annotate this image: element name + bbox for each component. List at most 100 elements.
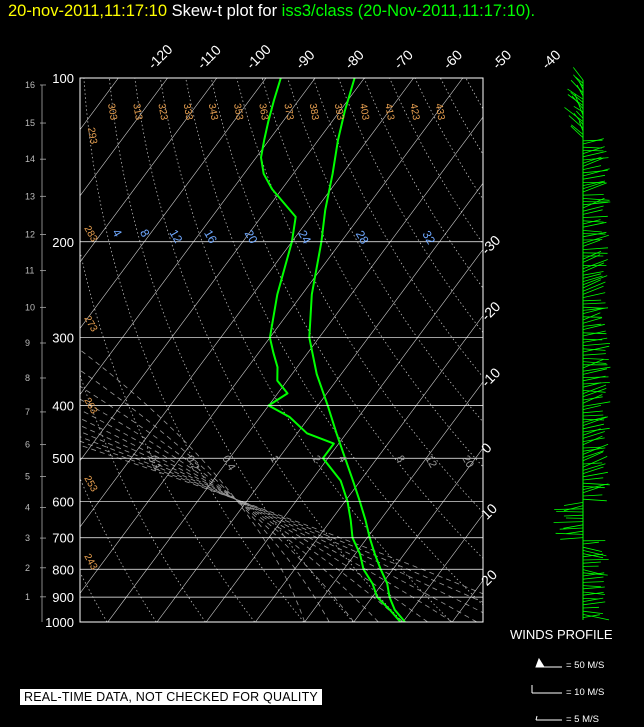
- dry-adiabat-label: 423: [407, 103, 421, 122]
- wind-barb: [582, 358, 604, 369]
- wind-barb: [582, 139, 603, 142]
- wind-barb: [582, 353, 606, 356]
- wind-barb: [563, 524, 584, 529]
- dry-adiabat: [134, 78, 403, 622]
- wind-barb: [571, 95, 584, 110]
- wind-barb: [582, 146, 602, 149]
- wind-barb: [582, 316, 602, 318]
- height-label-15: 15: [25, 118, 35, 128]
- isotherm: [156, 182, 483, 622]
- dry-adiabat: [80, 249, 256, 622]
- wind-barb: [582, 466, 604, 474]
- wind-barb: [582, 252, 608, 254]
- wind-barb: [582, 146, 605, 154]
- wind-barb: [564, 107, 584, 122]
- wind-barb: [582, 273, 602, 279]
- height-label-2: 2: [25, 563, 30, 573]
- dry-adiabat: [80, 477, 157, 622]
- wind-barb: [582, 462, 603, 465]
- wind-barb: [582, 275, 608, 286]
- wind-barb: [582, 416, 608, 426]
- wind-barb: [576, 110, 584, 119]
- wind-barb: [582, 247, 609, 250]
- wind-barb: [582, 215, 608, 218]
- wind-barb: [582, 375, 606, 382]
- wind-key-50: = 50 M/S: [566, 660, 605, 671]
- wind-barb: [582, 230, 602, 233]
- wind-barb: [582, 401, 611, 407]
- dry-adiabat-label: 413: [382, 103, 396, 122]
- wind-barb: [572, 67, 584, 81]
- wind-barb: [578, 121, 584, 132]
- isotherm: [80, 78, 414, 528]
- wind-barb: [582, 601, 606, 606]
- plot-frame: [79, 77, 484, 623]
- plot-title: 20-nov-2011,11:17:10 Skew-t plot for iss…: [8, 2, 535, 21]
- wind-barb: [582, 156, 602, 164]
- pressure-label-400: 400: [52, 399, 74, 414]
- wind-key-5: = 5 M/S: [566, 714, 599, 725]
- wind-barb: [559, 527, 584, 530]
- title-text: Skew-t plot for: [171, 2, 278, 20]
- wind-barb: [582, 606, 600, 609]
- mixing-ratio-label: 24: [295, 228, 314, 247]
- title-platform: iss3/class: [281, 2, 354, 20]
- wind-barb: [582, 239, 601, 247]
- quality-disclaimer: REAL-TIME DATA, NOT CHECKED FOR QUALITY: [20, 689, 322, 705]
- wind-barb: [566, 530, 584, 534]
- height-label-14: 14: [25, 154, 35, 164]
- height-label-9: 9: [25, 338, 30, 348]
- wind-barb: [582, 194, 604, 196]
- wind-barb: [582, 586, 605, 590]
- wind-barb: [582, 323, 602, 327]
- wind-barb: [582, 317, 603, 324]
- height-label-1: 1: [25, 592, 30, 602]
- wind-barb: [582, 306, 605, 309]
- wind-barb: [582, 138, 604, 145]
- wind-barb: [582, 550, 607, 557]
- pressure-label-900: 900: [52, 590, 74, 605]
- wind-barb: [576, 84, 584, 97]
- wind-barb: [554, 508, 584, 510]
- wind-barb: [582, 494, 603, 497]
- wind-barb: [582, 330, 606, 337]
- isotherm: [80, 78, 168, 197]
- wind-barb: [582, 446, 602, 449]
- isotherm: [205, 248, 483, 622]
- moist-adiabat: [80, 417, 428, 622]
- mixing-ratio-label: 2: [309, 454, 322, 465]
- wind-barb: [582, 414, 604, 417]
- dry-adiabat-label: 363: [256, 103, 270, 122]
- isotherm: [80, 78, 365, 462]
- wind-barb: [582, 614, 600, 618]
- wind-barb: [582, 382, 610, 385]
- wind-barb: [560, 537, 584, 540]
- height-label-7: 7: [25, 407, 30, 417]
- wind-barb: [582, 410, 603, 414]
- wind-barb: [582, 451, 604, 462]
- dry-adiabat: [210, 78, 483, 560]
- isotherm: [80, 78, 464, 594]
- series-dewpoint: [260, 78, 402, 622]
- wind-barb: [582, 581, 604, 583]
- wind-barb: [582, 279, 601, 289]
- height-label-16: 16: [25, 80, 35, 90]
- wind-barb: [582, 591, 605, 595]
- wind-barb: [570, 79, 584, 94]
- wind-barb: [582, 180, 606, 186]
- mixing-ratio-label: 28: [353, 228, 372, 247]
- dry-adiabat-label: 383: [307, 103, 321, 122]
- isotherm: [80, 78, 218, 263]
- height-label-3: 3: [25, 533, 30, 543]
- wind-barb: [582, 285, 604, 295]
- wind-barb: [582, 388, 607, 398]
- wind-key-10: = 10 M/S: [566, 687, 605, 698]
- wind-barb: [570, 91, 584, 103]
- mixing-ratio-label: 8: [393, 454, 406, 465]
- dry-adiabat-label: 293: [85, 127, 99, 146]
- wind-barb: [582, 585, 601, 587]
- mixing-ratio-label: 12: [422, 454, 439, 471]
- wind-barb: [582, 271, 604, 276]
- wind-barb: [555, 532, 584, 535]
